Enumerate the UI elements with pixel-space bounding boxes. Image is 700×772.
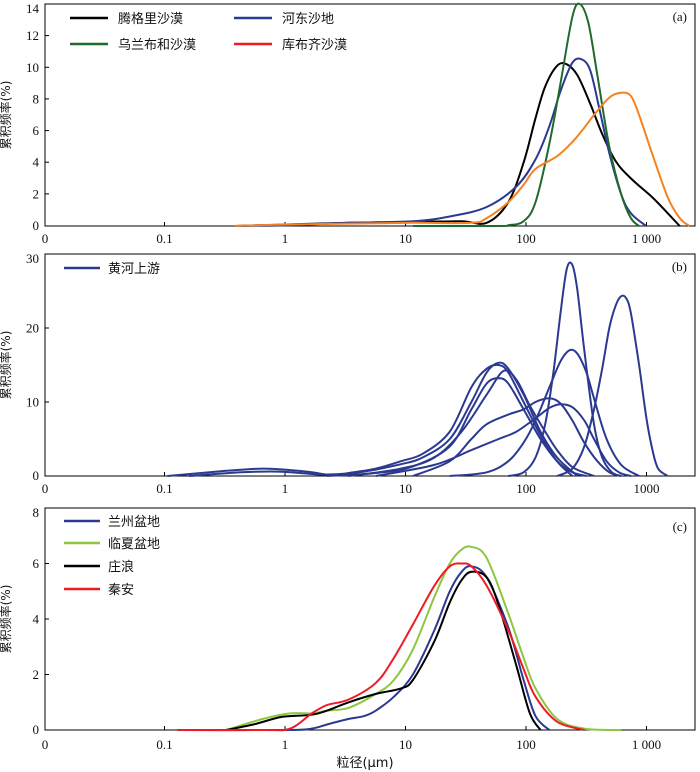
panel-b: 0 10 20 30 0 0.1 1 10 100 1000 累积频率(%) (…	[0, 251, 696, 496]
legend-label-zhuanglang: 庄浪	[108, 559, 134, 575]
legend-label-upper-yellow-river: 黄河上游	[108, 262, 160, 277]
legend-label-ulanbuh: 乌兰布和沙漠	[118, 37, 196, 53]
panel-b-ylabel: 累积频率(%)	[0, 331, 13, 400]
xtick-label: 1	[282, 737, 289, 752]
xtick-label: 100	[516, 481, 536, 496]
panel-b-ytick-labels: 0 10 20 30	[26, 251, 39, 483]
ytick-label: 12	[26, 28, 39, 43]
xtick-label: 10	[399, 481, 412, 496]
ytick-label: 0	[33, 218, 40, 233]
series-line-2-1	[167, 363, 574, 477]
panel-b-series	[167, 261, 669, 477]
series-line-1-1	[234, 62, 681, 227]
series-line-2-9	[556, 294, 669, 477]
xtick-label: 1000	[634, 481, 660, 496]
ytick-label: 6	[33, 556, 40, 571]
series-line-2-2	[189, 361, 579, 477]
series-line-1-3	[412, 2, 640, 228]
panel-a-legend: 腾格里沙漠 河东沙地 乌兰布和沙漠 库布齐沙漠	[70, 11, 347, 53]
legend-label-linxia: 临夏盆地	[108, 537, 160, 552]
xtick-label: 0	[42, 481, 49, 496]
panel-a-xtick-labels: 0 0.1 1 10 100 1 000	[42, 231, 661, 246]
panel-b-frame	[44, 253, 696, 477]
xtick-label: 100	[516, 737, 536, 752]
panel-c-ylabel: 累积频率(%)	[0, 585, 13, 654]
legend-label-lanzhou: 兰州盆地	[108, 515, 160, 530]
panel-c: 0 2 4 6 8 0 0.1 1 10 100 1 000 累积频率(%) (…	[0, 505, 696, 752]
legend-label-qinan: 秦安	[108, 583, 134, 598]
panel-c-ytick-labels: 0 2 4 6 8	[33, 505, 40, 737]
xtick-label: 0.1	[156, 737, 172, 752]
series-line-1-2	[234, 57, 647, 227]
ytick-label: 20	[26, 321, 39, 336]
ytick-label: 4	[33, 155, 40, 170]
xtick-label: 1 000	[632, 737, 661, 752]
ytick-label: 8	[33, 505, 40, 520]
xtick-label: 1 000	[632, 231, 661, 246]
xtick-label: 1	[282, 481, 289, 496]
panel-a-series	[234, 2, 691, 228]
xtick-label: 100	[516, 231, 536, 246]
series-line-2-7	[449, 348, 640, 477]
series-line-2-5	[412, 397, 622, 477]
panel-a-label: (a)	[673, 9, 687, 24]
series-line-2-8	[508, 261, 622, 477]
xtick-label: 0.1	[156, 481, 172, 496]
xtick-label: 1	[282, 231, 289, 246]
x-axis-label: 粒径(μm)	[336, 756, 393, 771]
ytick-label: 30	[26, 251, 39, 266]
series-line-3-4	[177, 562, 585, 732]
series-line-3-2	[225, 545, 622, 731]
panel-c-legend: 兰州盆地 临夏盆地 庄浪 秦安	[64, 515, 160, 598]
xtick-label: 10	[399, 737, 412, 752]
panel-b-xtick-labels: 0 0.1 1 10 100 1000	[42, 481, 660, 496]
ytick-label: 10	[26, 60, 39, 75]
xtick-label: 0	[42, 231, 49, 246]
xtick-label: 0.1	[156, 231, 172, 246]
ytick-label: 2	[33, 186, 40, 201]
panel-a-ylabel: 累积频率(%)	[0, 81, 13, 150]
panel-b-label: (b)	[672, 259, 687, 274]
panel-c-label: (c)	[673, 519, 687, 534]
xtick-label: 10	[399, 231, 412, 246]
series-line-2-6	[375, 403, 632, 477]
legend-label-hedong: 河东沙地	[282, 12, 334, 27]
ytick-label: 14	[26, 1, 40, 16]
ytick-label: 10	[26, 395, 39, 410]
panel-b-legend: 黄河上游	[64, 262, 160, 277]
panel-c-xtick-labels: 0 0.1 1 10 100 1 000	[42, 737, 661, 752]
series-line-3-3	[225, 570, 542, 731]
panel-c-series	[177, 545, 622, 732]
panel-a-frame	[44, 3, 696, 227]
legend-label-tengger: 腾格里沙漠	[118, 11, 183, 27]
ytick-label: 6	[33, 123, 40, 138]
ytick-label: 0	[33, 468, 40, 483]
panel-a-ytick-labels: 0 2 4 6 8 10 12 14	[26, 1, 40, 233]
series-line-2-4	[348, 369, 595, 477]
ytick-label: 0	[33, 722, 40, 737]
xtick-label: 0	[42, 737, 49, 752]
legend-label-kubuqi: 库布齐沙漠	[282, 37, 347, 53]
series-line-1-4	[234, 91, 691, 227]
series-line-3-1	[189, 565, 551, 732]
panel-a: 0 2 4 6 8 10 12 14 0 0.1 1 10 100 1 000 …	[0, 1, 696, 246]
ytick-label: 2	[33, 667, 40, 682]
ytick-label: 4	[33, 612, 40, 627]
ytick-label: 8	[33, 91, 40, 106]
panel-b-ticks	[45, 253, 647, 476]
